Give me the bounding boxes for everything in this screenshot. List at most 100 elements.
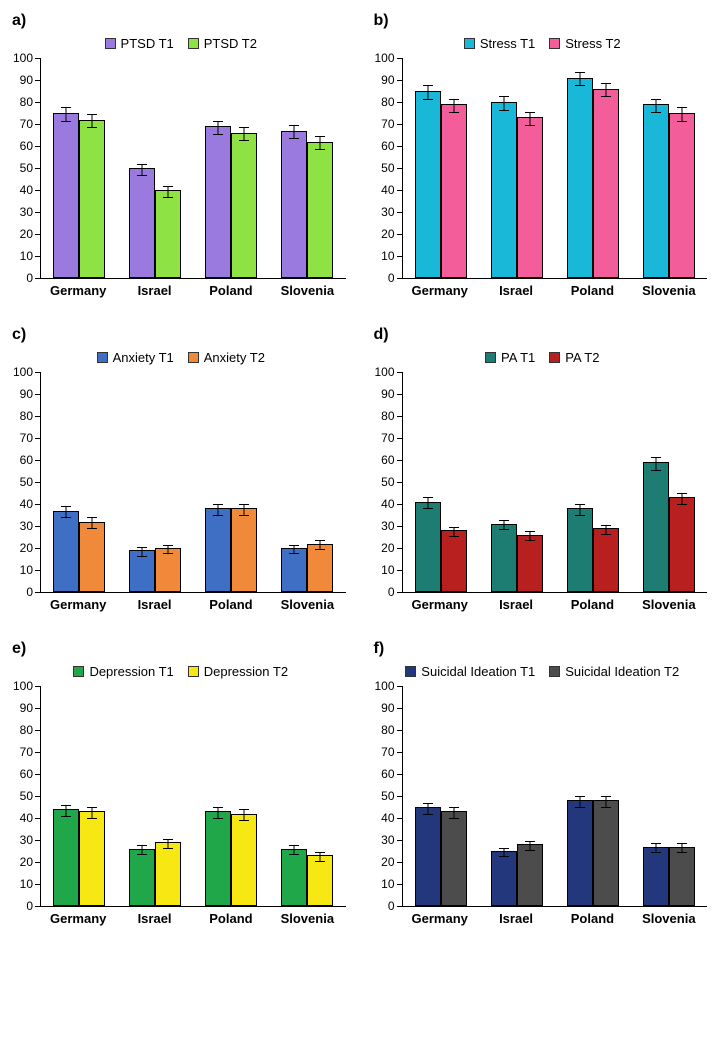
bar-group xyxy=(41,372,117,592)
y-tick-label: 30 xyxy=(381,833,402,847)
bars-area xyxy=(403,686,708,906)
x-tick-label: Poland xyxy=(193,907,269,926)
error-cap xyxy=(213,504,223,505)
y-tick-label: 20 xyxy=(20,227,41,241)
error-bar xyxy=(142,845,143,854)
error-cap xyxy=(601,96,611,97)
error-bar xyxy=(142,164,143,175)
x-tick-label: Poland xyxy=(193,593,269,612)
y-tick-label: 0 xyxy=(388,271,403,285)
error-bar xyxy=(605,525,606,534)
error-bar xyxy=(503,520,504,529)
x-axis-labels: GermanyIsraelPolandSlovenia xyxy=(402,279,708,298)
x-axis-labels: GermanyIsraelPolandSlovenia xyxy=(402,593,708,612)
error-cap xyxy=(601,534,611,535)
error-cap xyxy=(601,796,611,797)
error-cap xyxy=(423,814,433,815)
x-tick-label: Israel xyxy=(116,593,192,612)
error-cap xyxy=(87,114,97,115)
error-cap xyxy=(499,848,509,849)
bar-group xyxy=(479,372,555,592)
error-cap xyxy=(61,107,71,108)
error-bar xyxy=(655,457,656,470)
error-cap xyxy=(525,125,535,126)
error-cap xyxy=(651,843,661,844)
error-bar xyxy=(605,796,606,807)
bar-group xyxy=(193,372,269,592)
bar-group xyxy=(555,58,631,278)
error-cap xyxy=(525,112,535,113)
bar xyxy=(281,548,307,592)
error-bar xyxy=(427,803,428,814)
y-tick-label: 70 xyxy=(381,745,402,759)
legend-swatch xyxy=(464,38,475,49)
bar xyxy=(79,120,105,278)
legend-label: Anxiety T1 xyxy=(113,350,174,365)
error-cap xyxy=(137,164,147,165)
bar xyxy=(155,190,181,278)
panel-e: e)Depression T1Depression T2010203040506… xyxy=(12,640,350,926)
charts-grid: a)PTSD T1PTSD T20102030405060708090100Ge… xyxy=(12,12,711,926)
bar-group xyxy=(41,58,117,278)
bar xyxy=(231,814,257,906)
y-tick-label: 90 xyxy=(20,387,41,401)
y-tick-label: 90 xyxy=(381,387,402,401)
error-cap xyxy=(449,112,459,113)
y-tick-label: 90 xyxy=(20,73,41,87)
bar xyxy=(441,104,467,278)
bars-area xyxy=(41,58,346,278)
legend-item: Stress T1 xyxy=(464,34,535,52)
y-tick-label: 40 xyxy=(381,183,402,197)
bar xyxy=(53,113,79,278)
legend-label: PTSD T2 xyxy=(204,36,257,51)
chart-area: 0102030405060708090100 xyxy=(402,58,708,279)
error-cap xyxy=(423,497,433,498)
error-cap xyxy=(137,547,147,548)
panel-label-e: e) xyxy=(12,640,350,658)
bar-group xyxy=(555,372,631,592)
error-bar xyxy=(218,504,219,515)
bar xyxy=(491,524,517,592)
legend-swatch xyxy=(549,38,560,49)
error-bar xyxy=(579,72,580,85)
error-cap xyxy=(449,807,459,808)
error-bar xyxy=(681,493,682,504)
legend-swatch xyxy=(549,352,560,363)
x-tick-label: Poland xyxy=(554,593,630,612)
error-cap xyxy=(289,845,299,846)
error-bar xyxy=(427,497,428,508)
bar-group xyxy=(117,686,193,906)
y-tick-label: 10 xyxy=(20,877,41,891)
y-tick-label: 10 xyxy=(381,877,402,891)
error-cap xyxy=(575,796,585,797)
error-cap xyxy=(87,528,97,529)
legend-item: Depression T2 xyxy=(188,662,288,680)
x-tick-label: Germany xyxy=(40,907,116,926)
legend-swatch xyxy=(105,38,116,49)
x-axis-labels: GermanyIsraelPolandSlovenia xyxy=(40,279,346,298)
error-cap xyxy=(677,504,687,505)
error-cap xyxy=(61,816,71,817)
y-tick-label: 70 xyxy=(20,431,41,445)
error-cap xyxy=(677,843,687,844)
error-cap xyxy=(449,818,459,819)
error-cap xyxy=(239,140,249,141)
bar xyxy=(441,811,467,906)
x-tick-label: Poland xyxy=(193,279,269,298)
y-tick-label: 10 xyxy=(381,249,402,263)
bar xyxy=(53,511,79,592)
y-tick-label: 30 xyxy=(381,519,402,533)
panel-a: a)PTSD T1PTSD T20102030405060708090100Ge… xyxy=(12,12,350,298)
error-bar xyxy=(92,114,93,127)
error-cap xyxy=(677,121,687,122)
y-tick-label: 50 xyxy=(381,475,402,489)
error-bar xyxy=(605,83,606,96)
error-cap xyxy=(449,99,459,100)
error-bar xyxy=(681,107,682,120)
legend-item: PA T1 xyxy=(485,348,535,366)
y-tick-label: 20 xyxy=(381,541,402,555)
error-bar xyxy=(655,843,656,852)
error-cap xyxy=(163,186,173,187)
bar-group xyxy=(555,686,631,906)
error-cap xyxy=(315,549,325,550)
